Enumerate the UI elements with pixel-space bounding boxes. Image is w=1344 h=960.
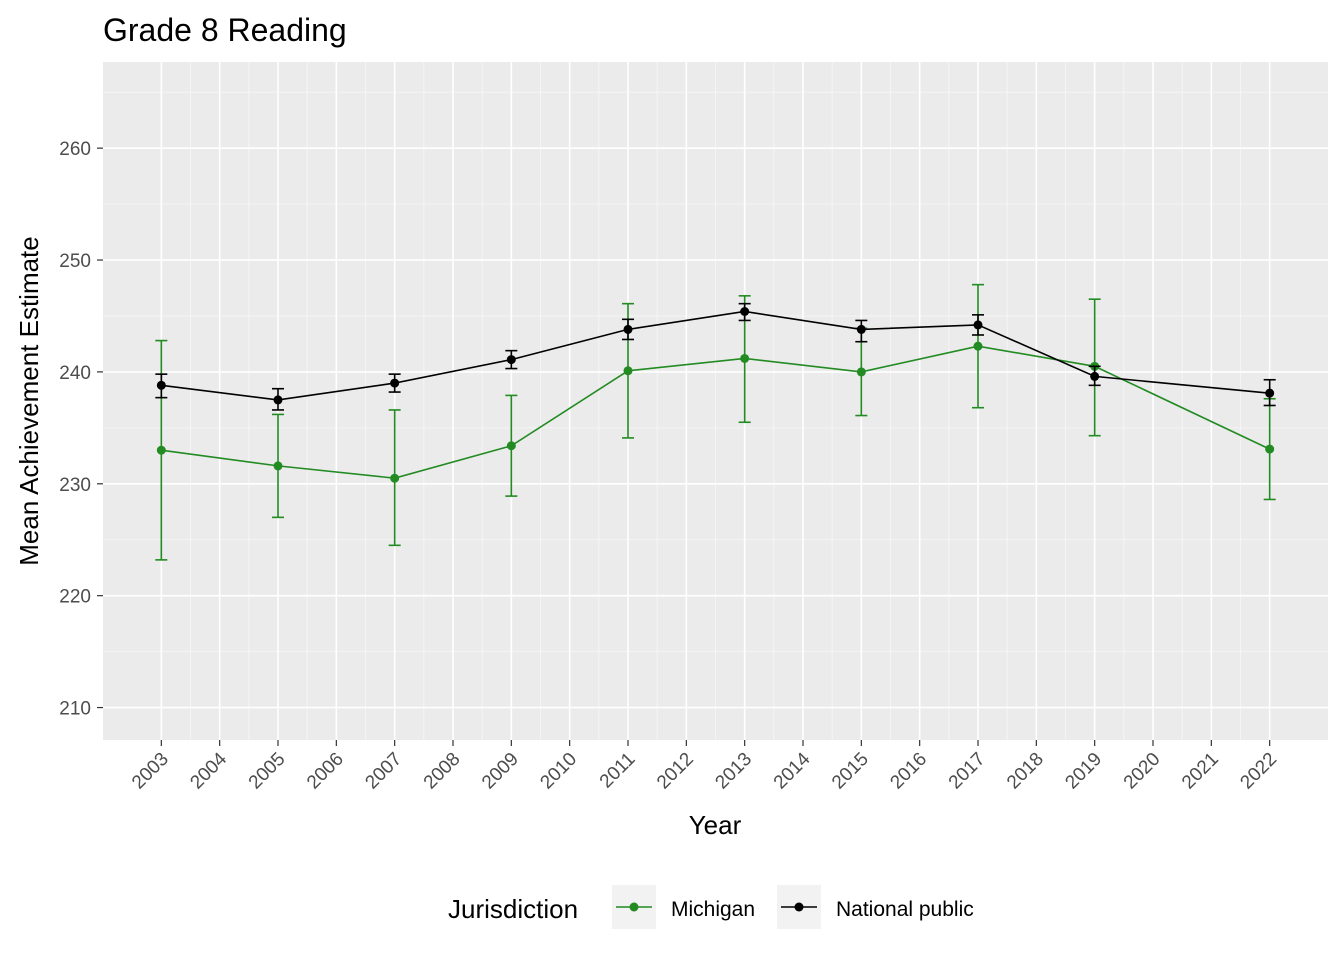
x-tick-label: 2022 <box>1236 749 1281 794</box>
series-layer <box>155 283 1276 561</box>
y-tick-label: 230 <box>59 475 91 496</box>
data-point <box>390 473 400 483</box>
x-tick-label: 2004 <box>186 748 231 793</box>
data-point <box>506 441 516 451</box>
y-tick-label: 250 <box>59 251 91 272</box>
legend: Jurisdiction Michigan National public <box>448 885 974 929</box>
data-point <box>390 378 400 388</box>
x-tick-label: 2015 <box>828 749 873 794</box>
data-point <box>623 324 633 334</box>
x-tick-label: 2012 <box>653 749 698 794</box>
data-point <box>740 306 750 316</box>
series-line <box>161 345 1271 480</box>
x-tick-label: 2008 <box>420 749 465 794</box>
data-point <box>973 341 983 351</box>
x-tick-label: 2007 <box>361 749 406 794</box>
data-point <box>973 320 983 330</box>
y-tick-label: 240 <box>59 363 91 384</box>
legend-item: Michigan <box>612 885 755 929</box>
y-tick-label: 260 <box>59 139 91 160</box>
legend-title: Jurisdiction <box>448 894 578 924</box>
y-axis-label: Mean Achievement Estimate <box>14 236 44 566</box>
x-tick-label: 2003 <box>128 749 173 794</box>
x-tick-label: 2020 <box>1120 749 1165 794</box>
gridlines <box>103 62 1328 740</box>
y-axis: 210 220 230 240 250 260 <box>59 139 103 720</box>
x-tick-label: 2014 <box>770 748 815 793</box>
x-tick-label: 2016 <box>886 749 931 794</box>
data-point <box>856 324 866 334</box>
x-tick-label: 2009 <box>478 749 523 794</box>
x-axis-label: Year <box>689 810 742 840</box>
x-axis: 2003 2004 2005 2006 2007 2008 2009 2010 2011 2012… <box>128 740 1281 793</box>
legend-item: National public <box>777 885 974 929</box>
data-point <box>1265 388 1275 398</box>
x-tick-label: 2010 <box>536 749 581 794</box>
data-point <box>740 353 750 363</box>
x-tick-label: 2005 <box>245 749 290 794</box>
legend-label: Michigan <box>671 898 755 921</box>
y-tick-label: 220 <box>59 587 91 608</box>
chart-title: Grade 8 Reading <box>103 12 347 48</box>
x-tick-label: 2021 <box>1178 749 1223 794</box>
data-point <box>156 445 166 455</box>
legend-label: National public <box>836 898 974 921</box>
series-national-public <box>155 302 1276 411</box>
data-point <box>156 380 166 390</box>
legend-key-point <box>794 902 804 912</box>
data-point <box>1090 371 1100 381</box>
x-tick-label: 2013 <box>711 749 756 794</box>
data-point <box>273 395 283 405</box>
legend-key-point <box>629 902 639 912</box>
data-point <box>506 355 516 365</box>
data-point <box>623 366 633 376</box>
data-point <box>273 461 283 471</box>
x-tick-label: 2011 <box>596 749 640 793</box>
x-tick-label: 2017 <box>945 749 990 794</box>
data-point <box>856 367 866 377</box>
series-line <box>161 310 1270 401</box>
x-tick-label: 2006 <box>303 749 348 794</box>
x-tick-label: 2018 <box>1003 749 1048 794</box>
data-point <box>1265 444 1275 454</box>
y-tick-label: 210 <box>59 699 91 720</box>
x-tick-label: 2019 <box>1061 749 1106 794</box>
